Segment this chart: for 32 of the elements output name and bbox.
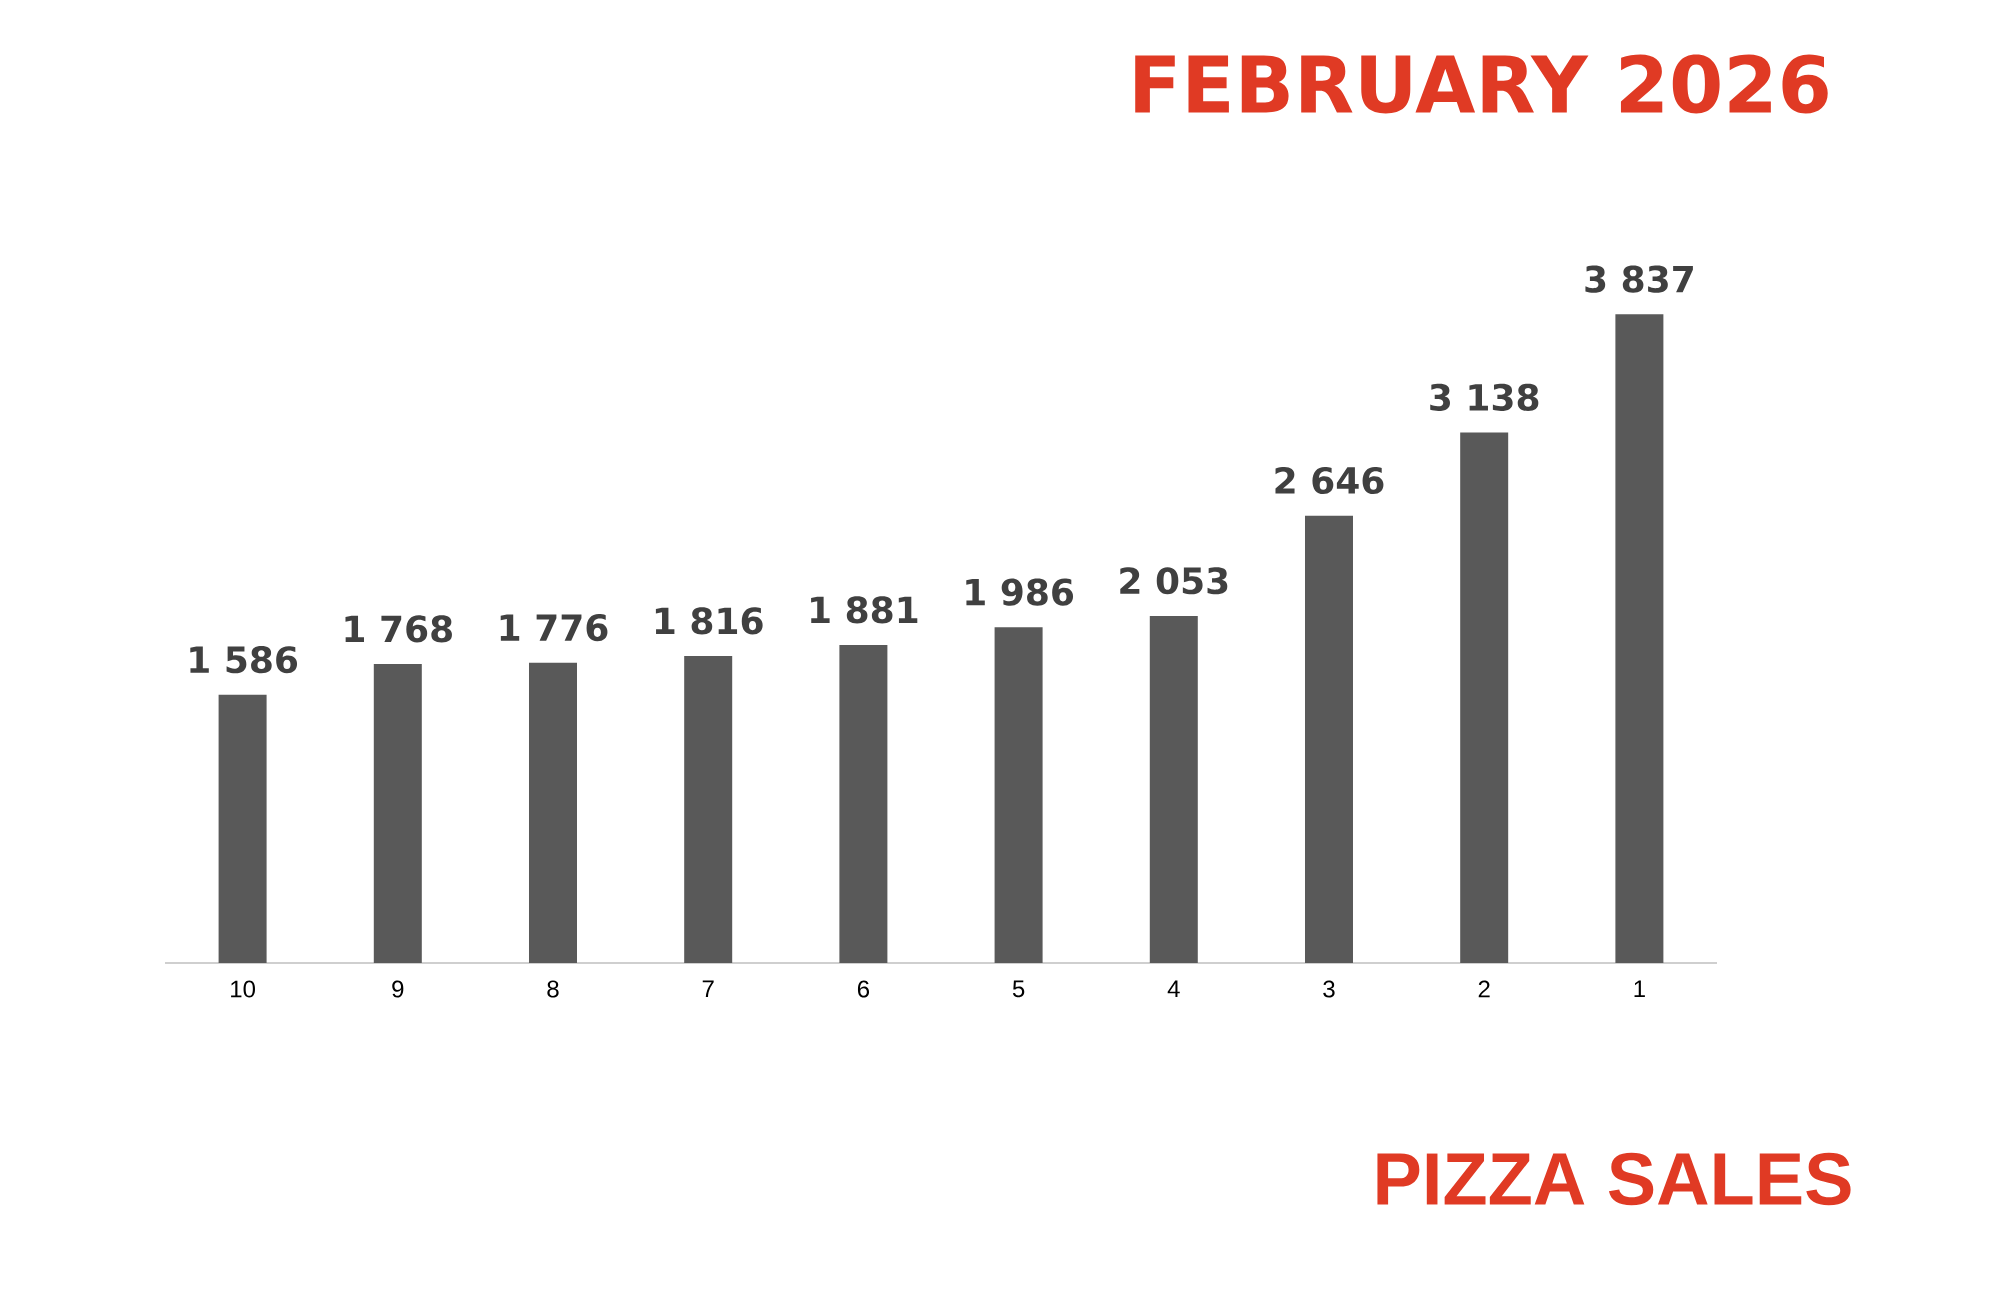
x-tick-label: 7: [702, 980, 714, 998]
data-label: 1 986: [966, 578, 1074, 606]
bar: [994, 627, 1043, 963]
data-label: 2 646: [1275, 466, 1384, 495]
data-label: 1 816: [655, 607, 763, 635]
x-tick-label: 6: [857, 980, 870, 998]
bar: [373, 664, 422, 963]
data-label: 1 586: [190, 646, 298, 674]
data-label: 1 881: [811, 596, 918, 624]
bar: [684, 655, 733, 963]
bar: [1615, 314, 1664, 963]
text: PIZZA SALES: [1377, 1152, 1851, 1206]
data-label: 1 776: [500, 614, 608, 642]
x-tick-label: 10: [231, 980, 255, 998]
bar: [839, 644, 888, 963]
data-label: 3 138: [1430, 383, 1539, 411]
data-label: 3 837: [1585, 265, 1693, 293]
bar: [218, 694, 267, 963]
x-tick-label: 2: [1478, 980, 1490, 998]
data-label: 2 053: [1120, 567, 1228, 595]
chart-title: FEBRUARY 2026: [1135, 54, 1828, 114]
x-tick-label: 3: [1323, 980, 1335, 998]
x-tick-label: 5: [1012, 980, 1025, 998]
x-tick-label: 4: [1167, 980, 1180, 998]
data-label: 1 768: [345, 615, 452, 643]
x-tick-label: 1: [1634, 980, 1645, 998]
x-tick-label: 9: [392, 980, 404, 998]
x-tick-label: 8: [547, 980, 559, 998]
bar: [1149, 615, 1198, 963]
bar: [1460, 432, 1509, 963]
bar: [1304, 515, 1353, 963]
bar: [529, 662, 577, 963]
